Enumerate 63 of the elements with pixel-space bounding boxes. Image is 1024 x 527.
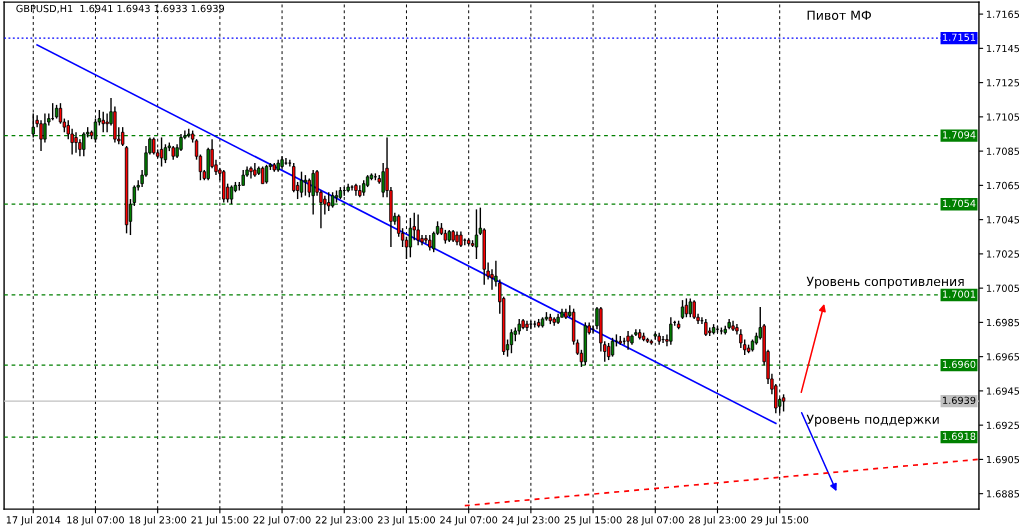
candlestick xyxy=(307,177,311,199)
candlestick xyxy=(669,316,673,346)
candlestick xyxy=(416,213,420,247)
ref-line-label: 1.7001 xyxy=(943,290,976,298)
x-tick-label: 24 Jul 23:00 xyxy=(502,516,560,526)
candlestick xyxy=(299,170,304,199)
y-tick-label: 1.7125 xyxy=(986,79,1020,87)
y-tick-label: 1.7065 xyxy=(986,181,1020,190)
y-tick-label: 1.7085 xyxy=(986,147,1020,155)
ref-line-label: 1.6939 xyxy=(943,396,976,404)
candlestick xyxy=(327,191,331,212)
y-tick-label: 1.7045 xyxy=(986,216,1020,224)
candlestick xyxy=(101,111,105,133)
candlestick xyxy=(680,299,685,320)
candlestick xyxy=(688,297,692,318)
candlestick xyxy=(684,297,689,318)
ref-line-label: 1.6960 xyxy=(943,360,976,369)
annotation: Уровень поддержки xyxy=(806,414,939,427)
ref-line-label: 1.7094 xyxy=(943,131,976,139)
candlestick xyxy=(264,164,269,185)
annotation: Пивот МФ xyxy=(807,10,871,20)
x-tick-label: 23 Jul 15:00 xyxy=(378,516,435,526)
candlestick xyxy=(509,328,514,354)
y-tick-label: 1.7105 xyxy=(986,113,1020,121)
y-tick-label: 1.7025 xyxy=(986,250,1020,258)
y-tick-label: 1.7005 xyxy=(986,284,1020,292)
y-tick-label: 1.7145 xyxy=(986,44,1020,53)
x-tick-label: 18 Jul 07:00 xyxy=(67,516,124,526)
y-tick-label: 1.6885 xyxy=(986,490,1020,498)
candlestick xyxy=(284,157,288,166)
ref-line-label: 1.6918 xyxy=(943,432,976,440)
x-tick-label: 28 Jul 23:00 xyxy=(689,516,746,526)
x-tick-label: 22 Jul 07:00 xyxy=(253,516,311,526)
x-tick-label: 24 Jul 07:00 xyxy=(440,516,498,526)
y-tick-label: 1.7165 xyxy=(986,10,1020,18)
candlestick xyxy=(692,299,696,320)
y-tick-label: 1.6985 xyxy=(986,318,1020,327)
ref-line-label: 1.7151 xyxy=(943,33,976,41)
x-tick-label: 29 Jul 15:00 xyxy=(751,516,809,526)
candlestick xyxy=(626,330,630,351)
x-tick-label: 25 Jul 15:00 xyxy=(564,516,622,526)
candlestick xyxy=(74,131,78,154)
candlestick xyxy=(39,119,43,152)
x-tick-label: 18 Jul 23:00 xyxy=(129,516,187,526)
candlestick xyxy=(249,165,253,180)
annotation: Уровень сопротивления xyxy=(806,276,964,289)
x-tick-label: 28 Jul 07:00 xyxy=(626,516,684,526)
x-tick-label: 17 Jul 2014 xyxy=(6,516,61,526)
candlestick xyxy=(474,208,479,260)
candlestick xyxy=(610,337,615,358)
candlestick xyxy=(159,136,164,168)
y-tick-label: 1.6965 xyxy=(986,353,1020,361)
chart-title: GBPUSD,H1 1.6941 1.6943 1.6933 1.6939 xyxy=(16,4,225,14)
y-tick-label: 1.6925 xyxy=(986,421,1020,429)
x-tick-label: 22 Jul 23:00 xyxy=(315,516,373,526)
x-tick-label: 21 Jul 15:00 xyxy=(191,516,249,526)
y-tick-label: 1.6905 xyxy=(986,455,1020,464)
candlestick xyxy=(350,184,354,192)
candlestick xyxy=(105,112,109,133)
candlestick xyxy=(58,102,63,125)
candlestick xyxy=(303,174,308,197)
ref-line-label: 1.7054 xyxy=(943,199,976,208)
y-tick-label: 1.6945 xyxy=(986,387,1020,395)
